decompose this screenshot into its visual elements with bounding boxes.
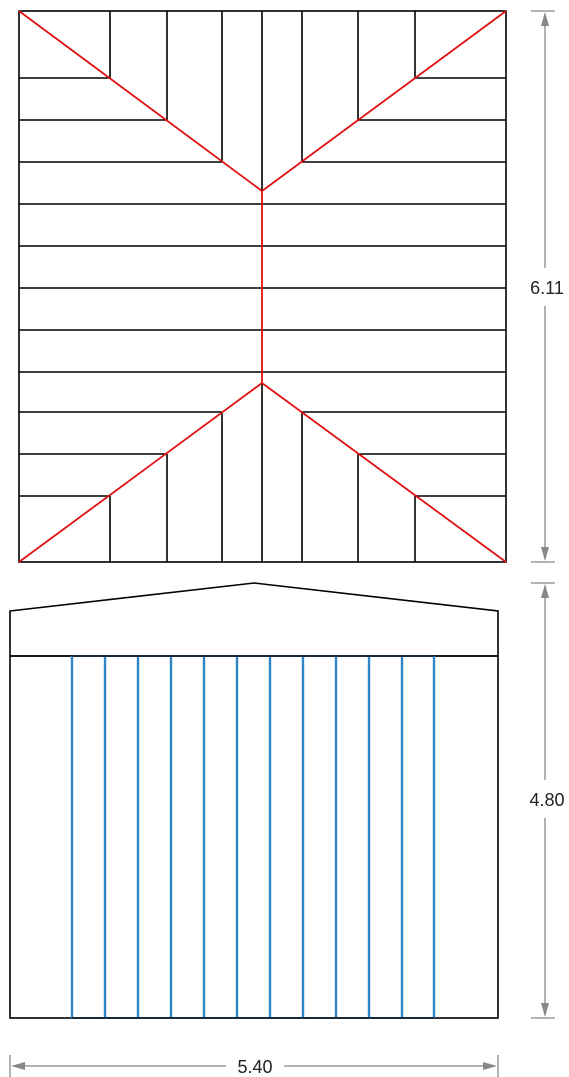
wall-outline <box>9 655 499 1019</box>
door-frame <box>71 655 435 1019</box>
dimension-width <box>9 1055 499 1077</box>
roof-plan <box>18 10 507 563</box>
dimension-roof-depth <box>531 10 555 563</box>
front-elevation <box>9 582 499 1019</box>
door-battens <box>70 656 436 1018</box>
roof-rafters-bottom <box>109 383 416 562</box>
dimension-wall-height-label: 4.80 <box>529 790 564 810</box>
roof-rafters-top <box>109 11 416 191</box>
dimension-width-label: 5.40 <box>237 1057 272 1077</box>
hip-bottom <box>18 381 507 563</box>
dimension-wall-height <box>531 582 555 1019</box>
gable-outline <box>9 582 499 657</box>
dimension-roof-depth-label: 6.11 <box>530 278 564 298</box>
door-panel <box>70 655 436 1019</box>
roof-hip-lines <box>18 10 507 563</box>
